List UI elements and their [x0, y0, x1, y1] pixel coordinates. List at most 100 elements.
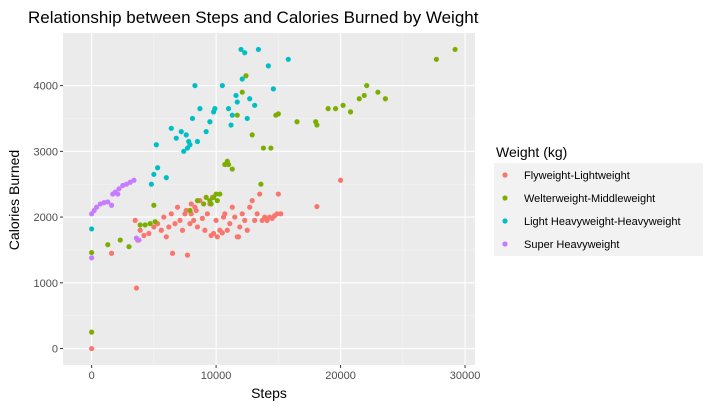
data-point — [242, 217, 248, 223]
data-point — [214, 234, 220, 240]
data-point — [184, 252, 191, 258]
data-point — [194, 198, 201, 204]
data-point — [229, 204, 235, 210]
data-point — [194, 224, 201, 230]
data-point — [177, 217, 183, 223]
legend-swatch — [502, 241, 508, 247]
data-point — [202, 227, 208, 233]
data-point — [142, 222, 148, 228]
data-point — [153, 142, 159, 148]
data-point — [199, 215, 206, 221]
data-point — [181, 148, 187, 154]
data-point — [148, 181, 154, 187]
data-point — [265, 63, 271, 69]
data-point — [229, 166, 235, 172]
data-point — [183, 207, 189, 214]
data-point — [115, 191, 121, 197]
y-tick-label: 3000 — [34, 146, 58, 158]
data-point — [208, 201, 214, 207]
x-tick-label: 30000 — [450, 370, 481, 382]
data-point — [89, 329, 95, 335]
y-axis-ticks: 0 1000 2000 3000 4000 — [34, 81, 63, 356]
data-point — [137, 227, 143, 233]
data-point — [340, 102, 346, 108]
plot-panel — [63, 33, 475, 365]
data-point — [244, 227, 250, 233]
data-point — [252, 102, 258, 108]
data-point — [347, 109, 354, 115]
data-point — [89, 226, 95, 232]
data-point — [89, 345, 95, 352]
data-point — [166, 224, 172, 230]
data-point — [163, 234, 169, 240]
data-point — [232, 214, 238, 220]
data-point — [108, 250, 115, 256]
legend-title: Weight (kg) — [496, 144, 567, 160]
data-point — [191, 217, 197, 223]
data-points — [89, 46, 458, 352]
data-point — [337, 177, 344, 183]
data-point — [228, 122, 234, 128]
data-point — [89, 249, 95, 256]
data-point — [179, 227, 186, 233]
data-point — [133, 285, 140, 291]
data-point — [239, 89, 245, 95]
data-point — [154, 165, 161, 171]
data-point — [254, 211, 260, 217]
data-point — [244, 115, 250, 122]
data-point — [146, 230, 152, 237]
legend-swatch — [502, 172, 508, 178]
data-point — [116, 186, 122, 192]
data-point — [192, 204, 198, 210]
data-point — [141, 232, 147, 239]
data-point — [187, 221, 193, 227]
data-point — [169, 250, 176, 256]
data-point — [117, 237, 123, 243]
data-point — [243, 73, 249, 79]
data-point — [211, 230, 217, 237]
data-point — [225, 161, 232, 168]
data-point — [275, 111, 281, 117]
data-point — [239, 76, 245, 82]
data-point — [108, 202, 115, 208]
data-point — [275, 191, 281, 197]
data-point — [132, 217, 138, 223]
data-point — [137, 222, 143, 228]
data-point — [249, 198, 255, 204]
data-point — [189, 115, 196, 122]
data-point — [325, 106, 331, 112]
data-point — [294, 119, 300, 125]
data-point — [204, 211, 210, 217]
data-point — [332, 106, 339, 112]
data-point — [213, 217, 219, 223]
data-point — [260, 145, 266, 151]
legend-label: Welterweight-Middleweight — [524, 193, 655, 205]
data-point — [126, 244, 132, 250]
data-point — [151, 202, 157, 208]
data-point — [433, 56, 440, 62]
data-point — [233, 92, 239, 99]
data-point — [94, 204, 100, 210]
data-point — [187, 207, 193, 214]
legend-label: Light Heavyweight-Heavyweight — [524, 216, 681, 228]
data-point — [136, 237, 142, 243]
data-point — [229, 112, 235, 118]
data-point — [147, 221, 153, 227]
y-axis-title: Calories Burned — [6, 150, 22, 250]
data-point — [203, 194, 209, 200]
data-point — [212, 106, 218, 112]
data-point — [258, 181, 264, 187]
data-point — [382, 96, 388, 102]
data-point — [237, 224, 243, 230]
data-point — [213, 191, 219, 197]
y-tick-label: 0 — [52, 344, 58, 356]
data-point — [174, 204, 181, 210]
x-axis-title: Steps — [251, 385, 287, 401]
data-point — [375, 89, 381, 95]
data-point — [364, 82, 370, 89]
series-1 — [89, 46, 458, 335]
x-axis-ticks: 0 10000 20000 30000 — [89, 365, 481, 382]
data-point — [214, 198, 220, 204]
x-tick-label: 10000 — [201, 370, 232, 382]
data-point — [278, 211, 284, 217]
